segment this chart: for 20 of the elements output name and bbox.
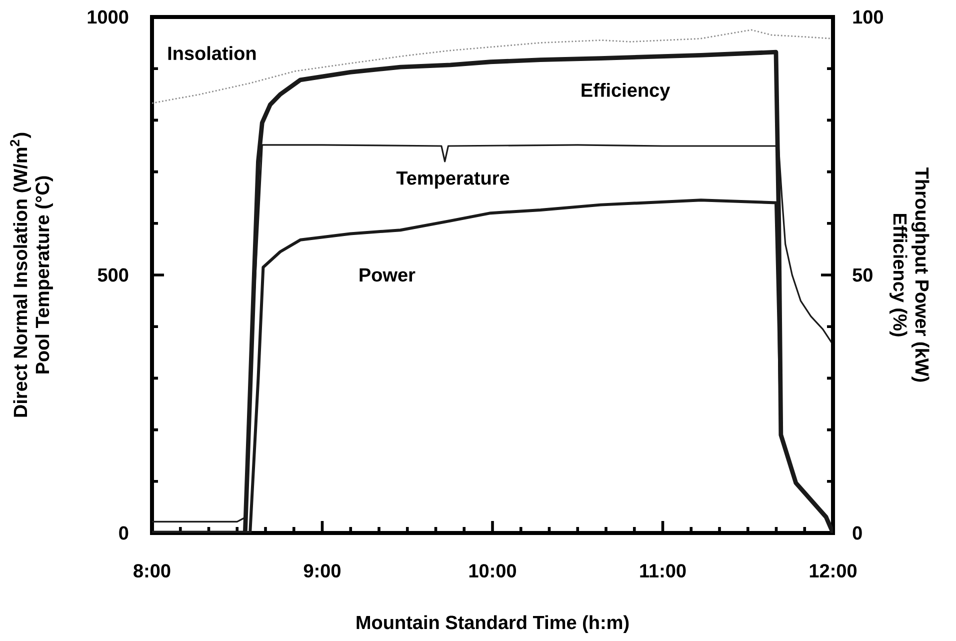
x-tick-label: 9:00 bbox=[304, 564, 340, 578]
y-tick-label: 500 bbox=[98, 268, 128, 282]
y2-tick-label: 50 bbox=[852, 268, 872, 282]
x-tick-label: 11:00 bbox=[640, 564, 686, 578]
text: Direct Normal Insolation (W/m$^{2}$) bbox=[10, 132, 31, 417]
text: Efficiency (%) bbox=[890, 214, 908, 336]
x-tick-label: 8:00 bbox=[134, 564, 170, 578]
y2-tick-label: 0 bbox=[852, 526, 862, 540]
text: Throughput Power (kW) bbox=[911, 168, 930, 382]
y-tick-label: 0 bbox=[119, 526, 128, 540]
x-tick-label: 10:00 bbox=[469, 564, 516, 578]
y2-tick-label: 100 bbox=[853, 10, 883, 24]
series-label: Temperature bbox=[396, 172, 510, 189]
x-axis-title: Mountain Standard Time (h:m) bbox=[356, 615, 629, 633]
series-label: Efficiency bbox=[582, 82, 670, 101]
x-tick-label: 12:00 bbox=[810, 564, 857, 578]
y-tick-label: 1000 bbox=[88, 10, 128, 24]
series-label: Insolation bbox=[168, 46, 256, 60]
text: Pool Temperature (°C) bbox=[35, 176, 53, 374]
series-label: Power bbox=[360, 268, 416, 282]
